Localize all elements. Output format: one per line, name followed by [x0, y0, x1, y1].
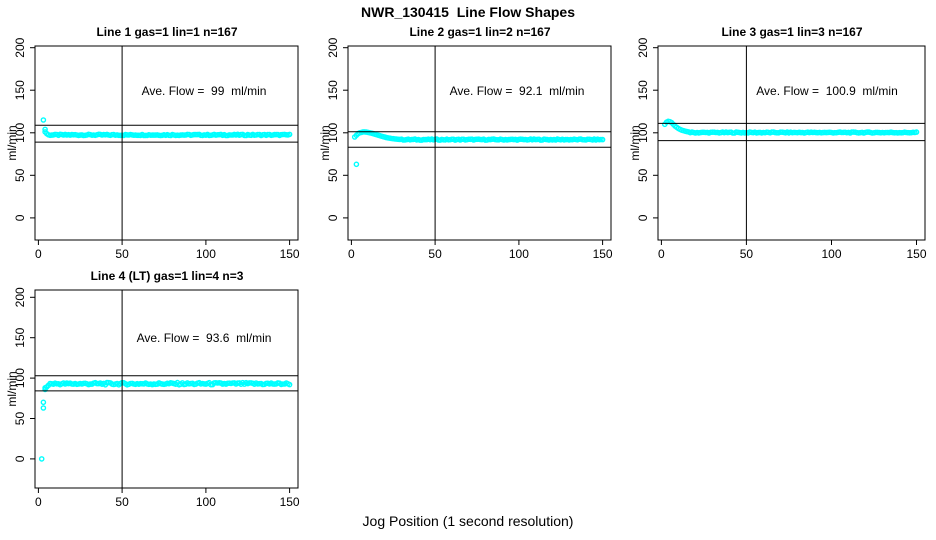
x-tick-label: 50	[115, 247, 129, 261]
subplot-2-title: Line 2 gas=1 lin=2 n=167	[409, 25, 551, 39]
subplot-4-y-axis-label: ml/min	[5, 371, 19, 407]
y-tick-label: 150	[326, 80, 340, 100]
data-point	[913, 129, 920, 135]
subplot-1-ave-flow-annotation: Ave. Flow = 99 ml/min	[141, 84, 267, 98]
plot-box	[34, 45, 299, 241]
x-tick-label: 50	[115, 495, 129, 509]
subplot-4-ave-flow-annotation: Ave. Flow = 93.6 ml/min	[136, 331, 272, 345]
plot-box	[347, 45, 612, 241]
subplot-2-y-axis-label: ml/min	[318, 125, 332, 161]
y-tick-label: 200	[13, 287, 27, 307]
subplot-3-y-axis-label: ml/min	[628, 125, 642, 161]
subplot-3-title: Line 3 gas=1 lin=3 n=167	[721, 25, 863, 39]
x-tick-label: 50	[740, 247, 754, 261]
plot-box	[34, 289, 299, 489]
subplot-2: 0 50 100 150 0 50 100 150 200	[326, 37, 613, 261]
y-tick-label: 0	[13, 455, 27, 462]
data-points	[40, 117, 293, 139]
subplot-1-y-axis-label: ml/min	[5, 125, 19, 161]
y-tick-label: 100	[636, 122, 650, 142]
y-tick-label: 150	[13, 327, 27, 347]
subplot-2-ave-flow-annotation: Ave. Flow = 92.1 ml/min	[449, 84, 585, 98]
y-tick-label: 0	[13, 214, 27, 221]
data-point	[40, 399, 47, 406]
subplot-1-title: Line 1 gas=1 lin=1 n=167	[96, 25, 238, 39]
y-tick-label: 50	[13, 412, 27, 426]
data-point	[353, 161, 360, 168]
x-tick-label: 0	[35, 247, 42, 261]
y-tick-label: 200	[326, 37, 340, 57]
data-point	[286, 381, 293, 388]
subplot-3: 0 50 100 150 0 50 100 150 200	[636, 37, 927, 261]
x-tick-label: 0	[35, 495, 42, 509]
y-tick-label: 100	[13, 122, 27, 142]
plot-box	[657, 45, 926, 241]
main-title: NWR_130415 Line Flow Shapes	[361, 4, 575, 20]
data-point	[38, 456, 45, 462]
x-tick-label: 150	[280, 495, 300, 509]
data-point	[40, 405, 47, 411]
subplot-4-title: Line 4 (LT) gas=1 lin=4 n=3	[90, 269, 244, 283]
data-point	[286, 131, 293, 138]
x-axis-label: Jog Position (1 second resolution)	[362, 513, 574, 529]
y-tick-label: 50	[636, 168, 650, 182]
data-point	[599, 136, 606, 143]
y-tick-label: 150	[636, 80, 650, 100]
y-tick-label: 0	[326, 214, 340, 221]
data-point	[40, 117, 47, 123]
x-tick-label: 150	[593, 247, 613, 261]
subplot-1: 0 50 100 150 0 50 100 150 200	[13, 37, 300, 261]
y-tick-label: 200	[636, 37, 650, 57]
y-tick-label: 50	[13, 168, 27, 182]
x-tick-label: 100	[821, 247, 841, 261]
x-tick-label: 150	[906, 247, 926, 261]
x-tick-label: 0	[348, 247, 355, 261]
subplot-3-ave-flow-annotation: Ave. Flow = 100.9 ml/min	[756, 84, 898, 98]
y-tick-label: 150	[13, 80, 27, 100]
y-tick-label: 200	[13, 37, 27, 57]
data-points	[38, 379, 293, 462]
x-tick-label: 0	[658, 247, 665, 261]
x-tick-label: 100	[509, 247, 529, 261]
y-tick-label: 100	[326, 122, 340, 142]
y-tick-label: 100	[13, 368, 27, 388]
subplot-4: 0 50 100 150 0 50 100 150 200	[13, 287, 300, 509]
x-tick-label: 50	[428, 247, 442, 261]
x-tick-label: 150	[280, 247, 300, 261]
x-tick-label: 100	[196, 495, 216, 509]
data-points	[351, 129, 606, 168]
data-points	[662, 118, 920, 136]
x-tick-label: 100	[196, 247, 216, 261]
y-tick-label: 50	[326, 168, 340, 182]
y-tick-label: 0	[636, 214, 650, 221]
